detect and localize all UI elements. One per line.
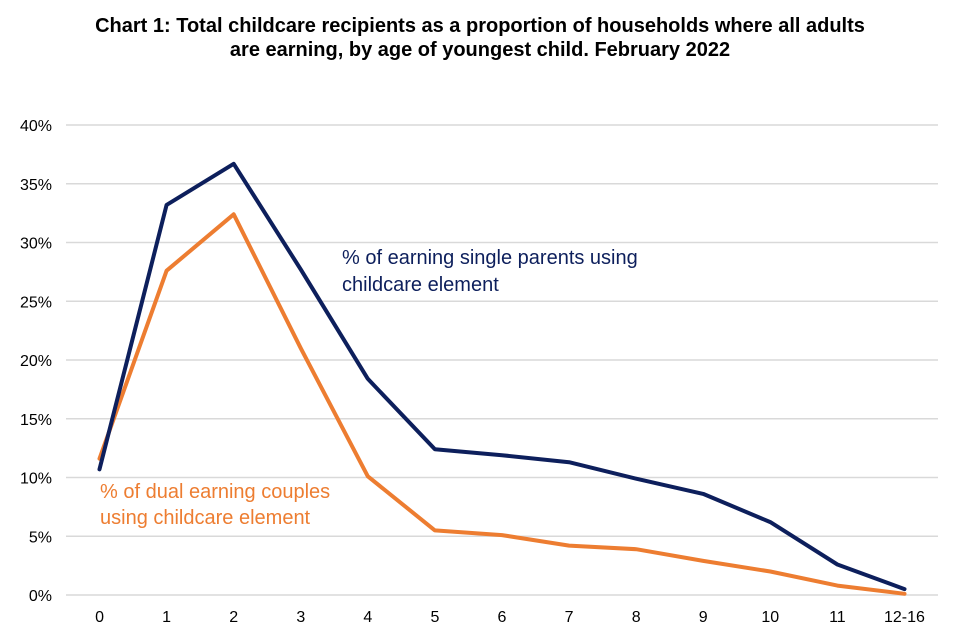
y-tick-label: 35% — [20, 177, 52, 194]
x-tick-label: 4 — [363, 609, 372, 626]
series-label-dual-earning-couples-line-1: % of dual earning couples — [100, 481, 330, 503]
y-tick-label: 10% — [20, 471, 52, 488]
x-tick-label: 12-16 — [884, 609, 925, 626]
x-tick-label: 3 — [296, 609, 305, 626]
series-line-dual-earning-couples — [97, 212, 907, 596]
series-label-single-parents: % of earning single parents using childc… — [342, 247, 643, 296]
x-axis-tick-labels: 0 1 2 3 4 5 6 7 8 9 10 11 12-16 — [95, 609, 925, 626]
x-tick-label: 0 — [95, 609, 104, 626]
x-tick-label: 7 — [565, 609, 574, 626]
series-label-dual-earning-couples-line-2: using childcare element — [100, 507, 311, 529]
x-tick-label: 2 — [229, 609, 238, 626]
y-tick-label: 40% — [20, 118, 52, 135]
series-lines — [97, 161, 907, 596]
x-tick-label: 10 — [761, 609, 779, 626]
series-line-single-parents — [97, 161, 907, 592]
y-tick-label: 20% — [20, 353, 52, 370]
x-tick-label: 8 — [632, 609, 641, 626]
chart-title: Chart 1: Total childcare recipients as a… — [95, 15, 865, 61]
x-tick-label: 11 — [829, 609, 846, 626]
y-tick-label: 0% — [29, 588, 52, 605]
y-axis-tick-labels: 0% 5% 10% 15% 20% 25% 30% 35% 40% — [20, 118, 52, 605]
y-tick-label: 15% — [20, 412, 52, 429]
y-tick-label: 25% — [20, 294, 52, 311]
y-tick-label: 5% — [29, 529, 52, 546]
x-tick-label: 9 — [699, 609, 708, 626]
series-label-single-parents-line-1: % of earning single parents using — [342, 247, 638, 269]
y-tick-label: 30% — [20, 236, 52, 253]
x-tick-label: 6 — [498, 609, 507, 626]
series-label-single-parents-line-2: childcare element — [342, 274, 499, 296]
x-tick-label: 5 — [430, 609, 439, 626]
x-tick-label: 1 — [162, 609, 171, 626]
series-label-dual-earning-couples: % of dual earning couples using childcar… — [100, 481, 336, 529]
